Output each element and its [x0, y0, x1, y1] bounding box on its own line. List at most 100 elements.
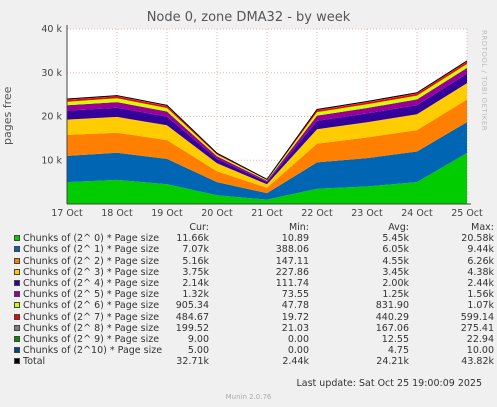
legend-min-value: 21.03: [281, 322, 309, 334]
legend-swatch: [14, 268, 20, 275]
legend-avg-value: 831.90: [375, 300, 409, 312]
x-tick-label: 25 Oct: [451, 208, 483, 219]
legend-max-value: 2.44k: [467, 277, 494, 289]
legend-swatch: [14, 279, 20, 286]
legend-row: Chunks of (2^ 6) * Page size 905.34 47.78 8…: [12, 300, 494, 312]
x-tick-label: 23 Oct: [351, 208, 383, 219]
y-tick-labels: 10 k 20 k 30 k 40 k: [41, 24, 62, 166]
series-area: [67, 83, 467, 188]
legend-name: Chunks of (2^ 5) * Page size: [23, 289, 160, 301]
y-tick-label: 40 k: [41, 24, 62, 35]
legend-name: Chunks of (2^ 2) * Page size: [23, 255, 160, 267]
legend-name: Chunks of (2^ 0) * Page size: [23, 233, 160, 245]
legend-name: Chunks of (2^10) * Page size: [23, 345, 163, 357]
legend-cur-value: 5.16k: [182, 255, 209, 267]
legend-swatch: [14, 246, 20, 253]
legend-swatch: [14, 302, 20, 309]
legend-row: Chunks of (2^ 7) * Page size 484.67 19.72 4…: [12, 311, 494, 323]
chart-title: Node 0, zone DMA32 - by week: [146, 10, 351, 25]
x-tick-label: 20 Oct: [201, 208, 233, 219]
legend-cur-value: 905.34: [175, 300, 209, 312]
chart-plot: 17 Oct 18 Oct 19 Oct 20 Oct 21 Oct 22 Oct 23 O…: [41, 24, 483, 219]
last-update: Last update: Sat Oct 25 19:00:09 2025: [296, 378, 482, 389]
legend-max-value: 599.14: [460, 311, 494, 323]
legend-avg-value: 24.21k: [376, 356, 409, 368]
legend-rows: Chunks of (2^ 0) * Page size 11.66k 10.89 5…: [12, 233, 494, 368]
x-tick-label: 24 Oct: [401, 208, 433, 219]
legend-row: Chunks of (2^ 2) * Page size 5.16k 147.11 4…: [12, 255, 494, 267]
legend-header-cur: Cur:: [189, 222, 209, 233]
x-tick-label: 22 Oct: [301, 208, 333, 219]
series-area: [67, 99, 467, 194]
legend-min-value: 73.55: [281, 289, 309, 301]
legend-swatch: [14, 291, 20, 298]
legend-avg-value: 167.06: [375, 322, 409, 334]
y-tick-label: 10 k: [41, 155, 62, 166]
legend-name: Chunks of (2^ 4) * Page size: [23, 277, 160, 289]
legend-max-value: 275.41: [460, 322, 494, 334]
legend-min-value: 111.74: [275, 277, 309, 289]
legend-swatch: [14, 358, 20, 365]
legend-max-value: 22.94: [466, 333, 494, 345]
y-tick-label: 30 k: [41, 68, 62, 79]
legend-min-value: 10.89: [281, 233, 309, 245]
legend-header-max: Max:: [471, 222, 494, 233]
legend-avg-value: 4.75: [387, 345, 409, 357]
x-tick-label: 17 Oct: [51, 208, 83, 219]
legend-min-value: 2.44k: [282, 356, 309, 368]
legend-avg-value: 440.29: [375, 311, 409, 323]
legend-max-value: 4.38k: [467, 266, 494, 278]
legend-avg-value: 3.45k: [382, 266, 409, 278]
legend-name: Chunks of (2^ 7) * Page size: [23, 311, 160, 323]
legend-max-value: 1.56k: [467, 289, 494, 301]
legend-avg-value: 12.55: [381, 333, 409, 345]
series-area: [67, 122, 467, 200]
x-tick-label: 21 Oct: [251, 208, 283, 219]
legend-name: Chunks of (2^ 3) * Page size: [23, 266, 160, 278]
series-area: [67, 153, 467, 204]
total-line: [66, 60, 468, 180]
legend-header: Cur: Min: Avg: Max:: [12, 222, 494, 233]
legend-name: Chunks of (2^ 9) * Page size: [23, 333, 160, 345]
legend-row: Chunks of (2^ 1) * Page size 7.07k 388.06 6…: [12, 244, 494, 256]
legend-header-avg: Avg:: [388, 222, 409, 233]
legend-swatch: [14, 335, 20, 342]
axes: [66, 25, 471, 205]
legend-cur-value: 9.00: [187, 333, 209, 345]
legend-name: Total: [23, 356, 46, 368]
legend-header-min: Min:: [288, 222, 309, 233]
legend-cur-value: 2.14k: [182, 277, 209, 289]
legend-name: Chunks of (2^ 6) * Page size: [23, 300, 160, 312]
x-tick-label: 19 Oct: [151, 208, 183, 219]
legend-cur-value: 3.75k: [182, 266, 209, 278]
stacked-areas: [66, 60, 468, 204]
legend-swatch: [14, 313, 20, 320]
legend-row: Chunks of (2^ 5) * Page size 1.32k 73.55 1.…: [12, 289, 494, 301]
legend-min-value: 227.86: [275, 266, 309, 278]
legend-cur-value: 199.52: [175, 322, 209, 334]
legend-min-value: 388.06: [275, 244, 309, 256]
legend-swatch: [14, 257, 20, 264]
legend-min-value: 147.11: [275, 255, 309, 267]
legend-avg-value: 5.45k: [382, 233, 409, 245]
legend-row: Chunks of (2^ 9) * Page size 9.00 0.00 12.5…: [12, 333, 494, 345]
legend-min-value: 19.72: [281, 311, 309, 323]
legend-avg-value: 4.55k: [382, 255, 409, 267]
legend-row: Chunks of (2^ 3) * Page size 3.75k 227.86 3…: [12, 266, 494, 278]
legend-swatch: [14, 235, 20, 242]
legend-cur-value: 5.00: [187, 345, 209, 357]
legend-avg-value: 1.25k: [382, 289, 409, 301]
legend-min-value: 47.78: [281, 300, 309, 312]
legend-name: Chunks of (2^ 1) * Page size: [23, 244, 160, 256]
legend-max-value: 20.58k: [461, 233, 494, 245]
legend-min-value: 0.00: [287, 333, 309, 345]
legend-cur-value: 7.07k: [182, 244, 209, 256]
x-tick-labels: 17 Oct 18 Oct 19 Oct 20 Oct 21 Oct 22 Oct 23 O…: [51, 208, 483, 219]
legend-swatch: [14, 324, 20, 331]
legend-cur-value: 32.71k: [176, 356, 209, 368]
legend-max-value: 10.00: [466, 345, 494, 357]
y-tick-label: 20 k: [41, 112, 62, 123]
legend-cur-value: 1.32k: [182, 289, 209, 301]
munin-footer: Munin 2.0.76: [225, 393, 272, 401]
legend-max-value: 9.44k: [467, 244, 494, 256]
